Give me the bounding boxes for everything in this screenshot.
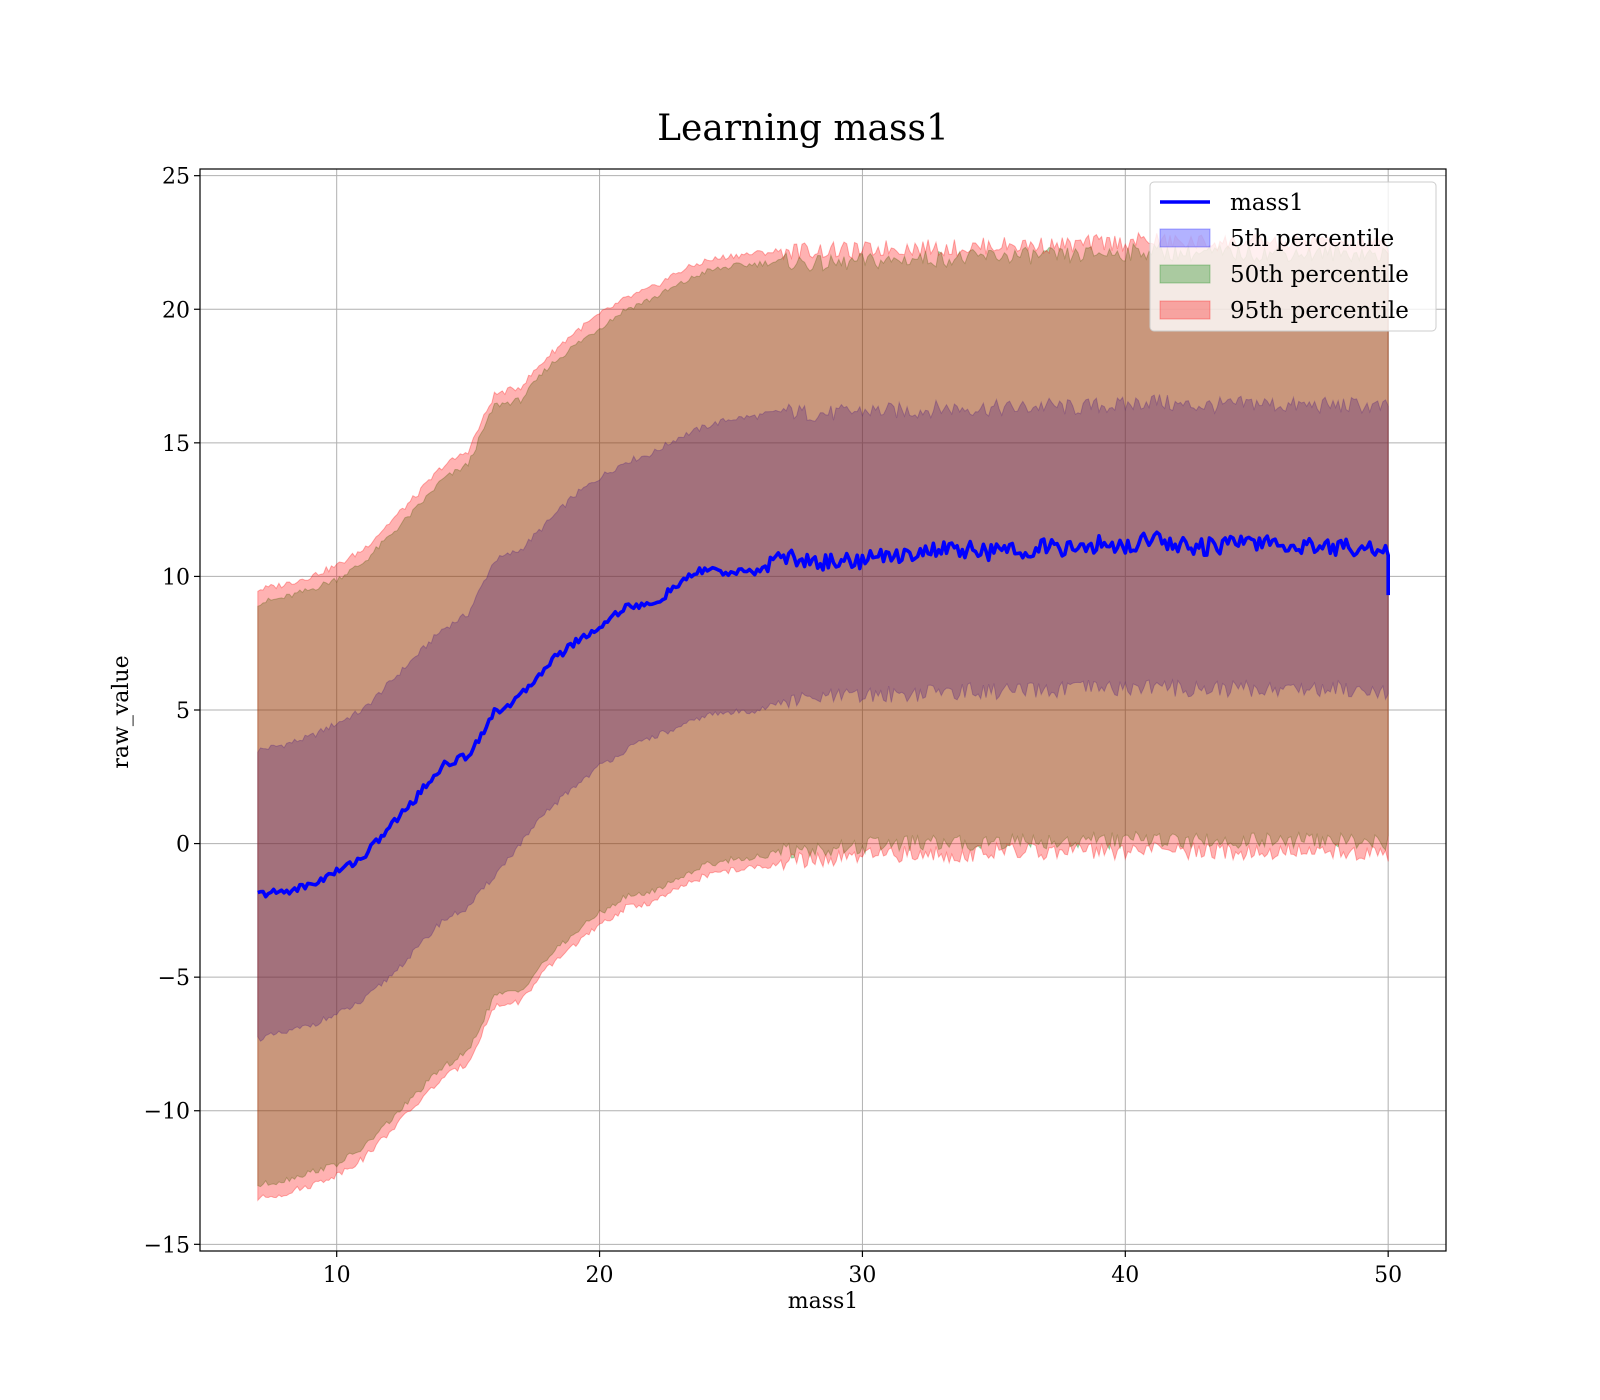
percentile-bands — [257, 231, 1389, 1202]
legend-label-50th-percentile: 50th percentile — [1230, 262, 1409, 288]
legend-swatch-50th-percentile — [1159, 264, 1211, 284]
y-axis-label: raw_value — [109, 655, 134, 768]
x-tick-label-0: 10 — [323, 1263, 351, 1288]
legend-label-5th-percentile: 5th percentile — [1230, 226, 1394, 252]
y-tick-label-6: 15 — [162, 432, 190, 457]
y-tick-label-8: 25 — [162, 165, 190, 190]
legend: mass1 5th percentile 50th percentile 95th p… — [1149, 181, 1437, 332]
x-tick-label-2: 30 — [848, 1263, 876, 1288]
x-tick-label-3: 40 — [1111, 1263, 1139, 1288]
x-axis-label: mass1 — [788, 1289, 859, 1314]
y-tick-label-5: 10 — [162, 565, 190, 590]
y-tick-label-2: −5 — [158, 966, 190, 991]
legend-box — [1149, 181, 1437, 332]
y-tick-label-7: 20 — [162, 298, 190, 323]
x-tick-label-1: 20 — [586, 1263, 614, 1288]
legend-swatch-5th-percentile — [1159, 228, 1211, 248]
legend-label-95th-percentile: 95th percentile — [1230, 298, 1409, 324]
y-tick-label-0: −15 — [144, 1233, 190, 1258]
y-tick-label-1: −10 — [144, 1100, 190, 1125]
y-tick-label-4: 5 — [176, 699, 190, 724]
x-axis-ticks: 10 20 30 40 50 — [323, 1251, 1402, 1288]
data-lines — [257, 530, 1390, 899]
line-mass1 — [257, 530, 1390, 899]
band-5th-percentile — [257, 394, 1389, 1042]
band-95th-percentile — [257, 231, 1389, 1202]
grid-lines — [200, 169, 1446, 1251]
y-axis-ticks: −15 −10 −5 0 5 10 15 20 25 — [144, 165, 200, 1258]
chart-title: Learning mass1 — [657, 108, 949, 149]
y-tick-label-3: 0 — [176, 833, 190, 858]
legend-swatch-95th-percentile — [1159, 300, 1211, 320]
x-tick-label-4: 50 — [1374, 1263, 1402, 1288]
band-50th-percentile — [257, 242, 1389, 1188]
legend-label-mass1: mass1 — [1230, 190, 1304, 216]
